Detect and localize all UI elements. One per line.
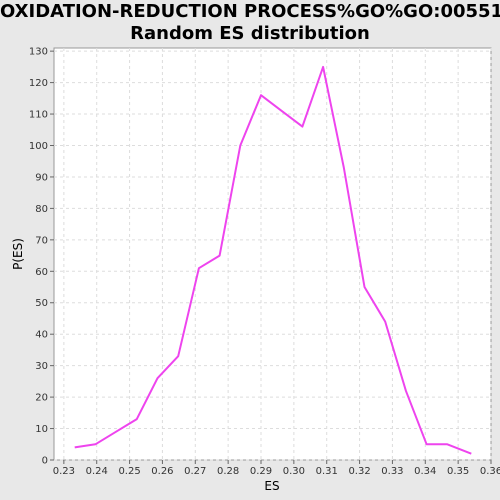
y-tick-label: 10 bbox=[35, 424, 48, 435]
y-tick-label: 40 bbox=[35, 330, 48, 341]
x-tick-label: 0.29 bbox=[250, 466, 272, 477]
y-tick-label: 30 bbox=[35, 361, 48, 372]
y-tick-label: 50 bbox=[35, 298, 48, 309]
chart-title-line-1: OXIDATION-REDUCTION PROCESS%GO%GO:005511… bbox=[0, 1, 500, 22]
x-tick-label: 0.34 bbox=[414, 466, 436, 477]
x-tick-label: 0.25 bbox=[118, 466, 140, 477]
y-axis-ticks: 0 10 20 30 40 50 60 70 80 90 100 110 120 130 bbox=[29, 47, 54, 467]
x-axis-ticks: 0.23 0.24 0.25 0.26 0.27 0.28 0.29 0.30 0.31 0.32… bbox=[53, 460, 500, 477]
y-tick-label: 90 bbox=[35, 172, 48, 183]
y-axis-label: P(ES) bbox=[11, 238, 25, 270]
x-tick-label: 0.24 bbox=[86, 466, 108, 477]
y-tick-label: 120 bbox=[29, 78, 48, 89]
y-tick-label: 130 bbox=[29, 47, 48, 58]
y-tick-label: 80 bbox=[35, 204, 48, 215]
plot-area bbox=[53, 47, 492, 461]
x-axis-label: ES bbox=[264, 479, 279, 493]
y-tick-label: 110 bbox=[29, 110, 48, 121]
y-tick-label: 20 bbox=[35, 393, 48, 404]
x-tick-label: 0.27 bbox=[184, 466, 206, 477]
x-tick-label: 0.36 bbox=[480, 466, 500, 477]
x-tick-label: 0.30 bbox=[283, 466, 305, 477]
x-tick-label: 0.33 bbox=[381, 466, 403, 477]
y-tick-label: 70 bbox=[35, 235, 48, 246]
x-tick-label: 0.31 bbox=[316, 466, 338, 477]
y-tick-label: 60 bbox=[35, 267, 48, 278]
x-tick-label: 0.32 bbox=[348, 466, 370, 477]
y-tick-label: 0 bbox=[42, 456, 48, 467]
x-tick-label: 0.26 bbox=[151, 466, 173, 477]
x-tick-label: 0.35 bbox=[447, 466, 469, 477]
series-layer bbox=[74, 65, 472, 455]
series-line bbox=[74, 65, 472, 455]
grid bbox=[54, 48, 492, 461]
x-tick-label: 0.23 bbox=[53, 466, 75, 477]
y-tick-label: 100 bbox=[29, 141, 48, 152]
chart-title-line-2: Random ES distribution bbox=[130, 23, 370, 44]
x-tick-label: 0.28 bbox=[217, 466, 239, 477]
